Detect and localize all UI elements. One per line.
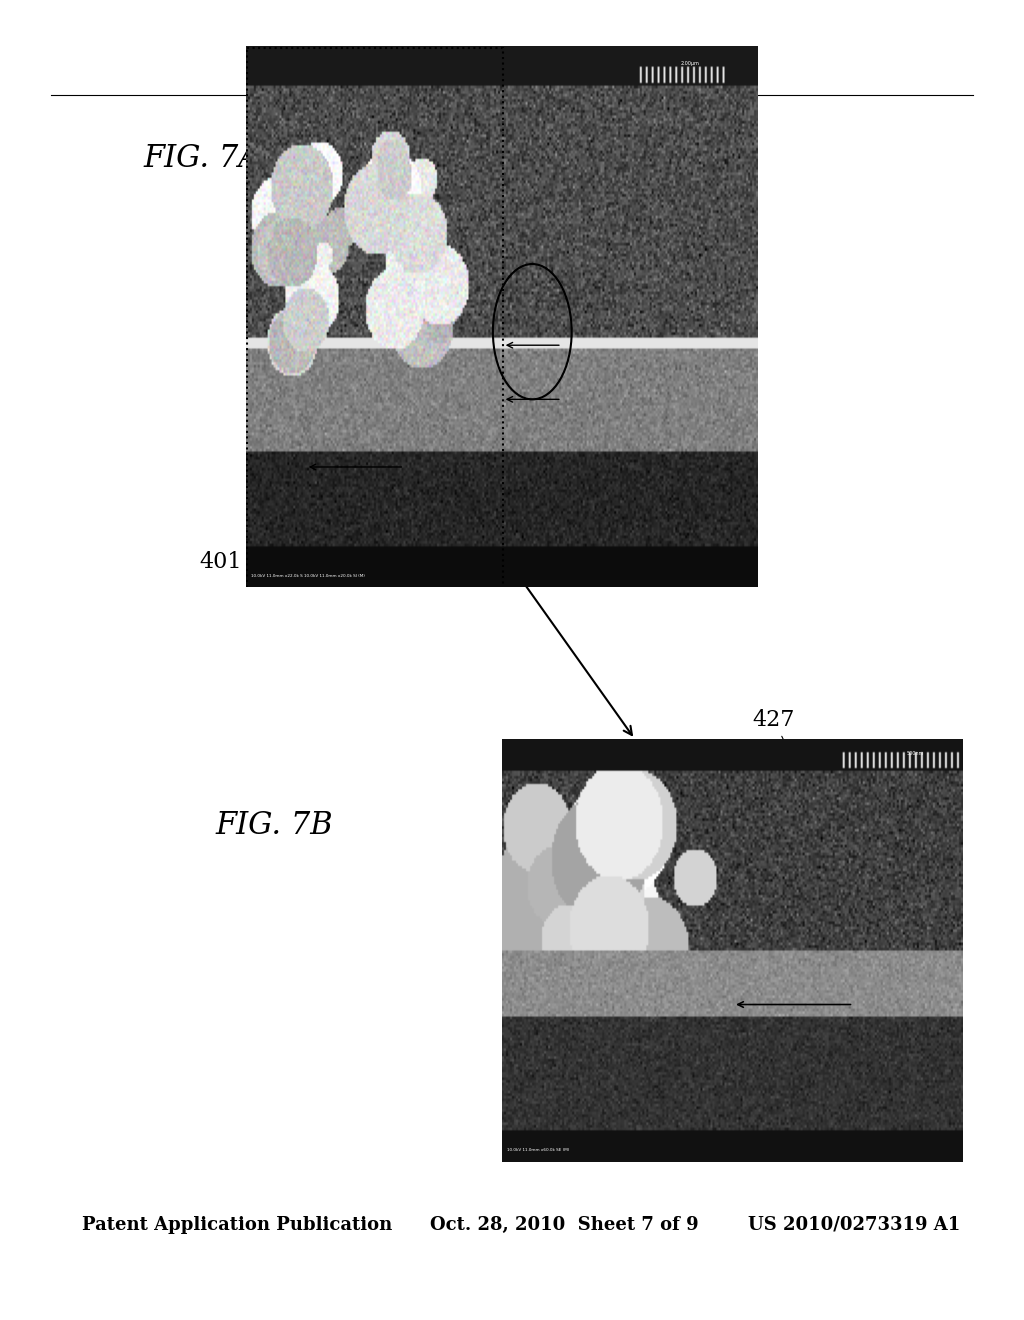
Text: 401: 401 (200, 550, 268, 573)
Text: FIG. 7B: FIG. 7B (215, 809, 333, 841)
Text: 427: 427 (753, 709, 808, 789)
Text: 427: 427 (474, 425, 610, 474)
Text: FIG. 7A: FIG. 7A (143, 143, 261, 174)
Text: Patent Application Publication: Patent Application Publication (82, 1216, 392, 1234)
Text: 407: 407 (474, 451, 601, 488)
Text: US 2010/0273319 A1: US 2010/0273319 A1 (748, 1216, 959, 1234)
Text: 406: 406 (474, 478, 591, 502)
Text: Oct. 28, 2010  Sheet 7 of 9: Oct. 28, 2010 Sheet 7 of 9 (430, 1216, 698, 1234)
